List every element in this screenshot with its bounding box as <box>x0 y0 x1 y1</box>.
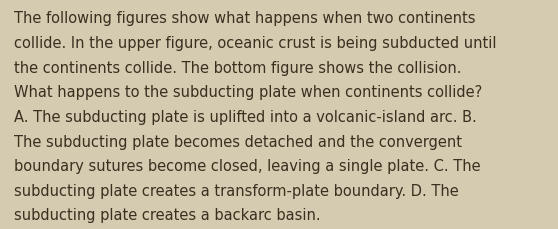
Text: subducting plate creates a backarc basin.: subducting plate creates a backarc basin… <box>14 207 321 222</box>
Text: The following figures show what happens when two continents: The following figures show what happens … <box>14 11 475 26</box>
Text: The subducting plate becomes detached and the convergent: The subducting plate becomes detached an… <box>14 134 462 149</box>
Text: collide. In the upper figure, oceanic crust is being subducted until: collide. In the upper figure, oceanic cr… <box>14 36 497 51</box>
Text: What happens to the subducting plate when continents collide?: What happens to the subducting plate whe… <box>14 85 482 100</box>
Text: subducting plate creates a transform-plate boundary. D. The: subducting plate creates a transform-pla… <box>14 183 459 198</box>
Text: boundary sutures become closed, leaving a single plate. C. The: boundary sutures become closed, leaving … <box>14 158 480 173</box>
Text: the continents collide. The bottom figure shows the collision.: the continents collide. The bottom figur… <box>14 60 461 75</box>
Text: A. The subducting plate is uplifted into a volcanic-island arc. B.: A. The subducting plate is uplifted into… <box>14 109 477 124</box>
